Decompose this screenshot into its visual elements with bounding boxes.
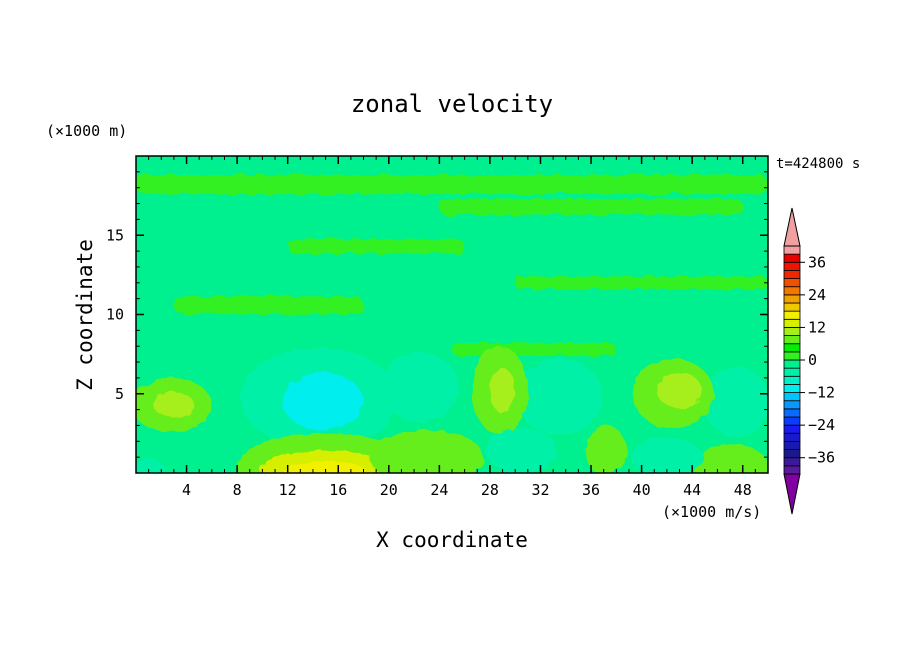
colorbar-level <box>783 318 801 328</box>
x-tick-label: 36 <box>582 481 600 499</box>
field-blob <box>369 430 484 473</box>
y-tick-label: 15 <box>106 226 124 244</box>
contour-field <box>136 156 768 473</box>
colorbar-level <box>783 335 801 345</box>
field-band <box>439 198 743 215</box>
field-blob <box>486 428 557 473</box>
x-tick-label: 44 <box>683 481 701 499</box>
y-tick-label: 10 <box>106 306 124 324</box>
field-blob <box>382 352 459 423</box>
colorbar-level <box>783 392 801 402</box>
colorbar-level <box>783 367 801 377</box>
colorbar-level <box>783 278 801 288</box>
x-axis-title: X coordinate <box>376 528 528 552</box>
colorbar-level <box>783 327 801 336</box>
field-blob <box>692 444 768 473</box>
colorbar-level <box>783 270 801 279</box>
colorbar: 36 24 12 0 −12 −24 −36 <box>783 207 835 515</box>
field-blob <box>585 425 627 473</box>
field-band <box>515 276 768 290</box>
colorbar-tick-label: −36 <box>808 449 835 467</box>
colorbar-level <box>783 384 801 393</box>
field-band <box>452 343 617 356</box>
field-regions <box>136 175 768 473</box>
field-blob <box>703 366 768 437</box>
time-label: t=424800 s <box>776 156 860 172</box>
field-blob <box>489 368 516 413</box>
colorbar-level <box>783 441 801 450</box>
colorbar-level <box>783 351 801 361</box>
field-blob <box>631 438 703 473</box>
colorbar-level <box>783 294 801 304</box>
colorbar-level <box>783 286 801 296</box>
colorbar-level <box>783 245 801 255</box>
colorbar-level <box>783 449 801 459</box>
colorbar-level <box>783 253 801 263</box>
field-blob <box>656 373 703 409</box>
colorbar-tick-label: 24 <box>808 286 826 304</box>
y-axis-unit: (×1000 m) <box>46 122 127 140</box>
colorbar-level <box>783 261 801 271</box>
field-band <box>287 239 465 254</box>
chart-title: zonal velocity <box>351 90 553 118</box>
x-tick-label: 4 <box>182 481 191 499</box>
x-tick-label: 12 <box>279 481 297 499</box>
field-band <box>136 175 768 195</box>
y-axis-title: Z coordinate <box>73 239 97 391</box>
colorbar-level <box>783 432 801 442</box>
colorbar-level <box>783 457 801 467</box>
colorbar-tick-label: 0 <box>808 351 817 369</box>
colorbar-tick-label: 36 <box>808 253 826 271</box>
colorbar-level <box>783 465 801 475</box>
field-blob <box>285 460 367 473</box>
colorbar-tick-label: −24 <box>808 416 835 434</box>
field-blob <box>136 457 164 473</box>
colorbar-tick-label: 12 <box>808 318 826 336</box>
colorbar-tick-label: −12 <box>808 384 835 402</box>
colorbar-level <box>783 424 801 434</box>
colorbar-over-arrow <box>783 207 801 247</box>
colorbar-level <box>783 375 801 385</box>
x-tick-label: 24 <box>430 481 448 499</box>
field-band <box>173 296 364 314</box>
x-tick-label: 20 <box>380 481 398 499</box>
y-tick-label: 5 <box>115 385 124 403</box>
x-tick-label: 40 <box>633 481 651 499</box>
colorbar-level <box>783 343 801 353</box>
colorbar-level <box>783 416 801 426</box>
x-tick-label: 32 <box>531 481 549 499</box>
x-tick-label: 48 <box>734 481 752 499</box>
colorbar-level <box>783 359 801 369</box>
field-blob <box>516 358 603 435</box>
x-tick-label: 16 <box>329 481 347 499</box>
x-tick-label: 8 <box>233 481 242 499</box>
field-blob <box>282 373 364 431</box>
x-tick-label: 28 <box>481 481 499 499</box>
colorbar-unit: (×1000 m/s) <box>662 503 761 521</box>
colorbar-level <box>783 310 801 320</box>
colorbar-level <box>783 302 801 312</box>
colorbar-under-arrow <box>783 473 801 515</box>
colorbar-level <box>783 408 801 418</box>
colorbar-level <box>783 400 801 410</box>
field-blob <box>153 392 195 418</box>
